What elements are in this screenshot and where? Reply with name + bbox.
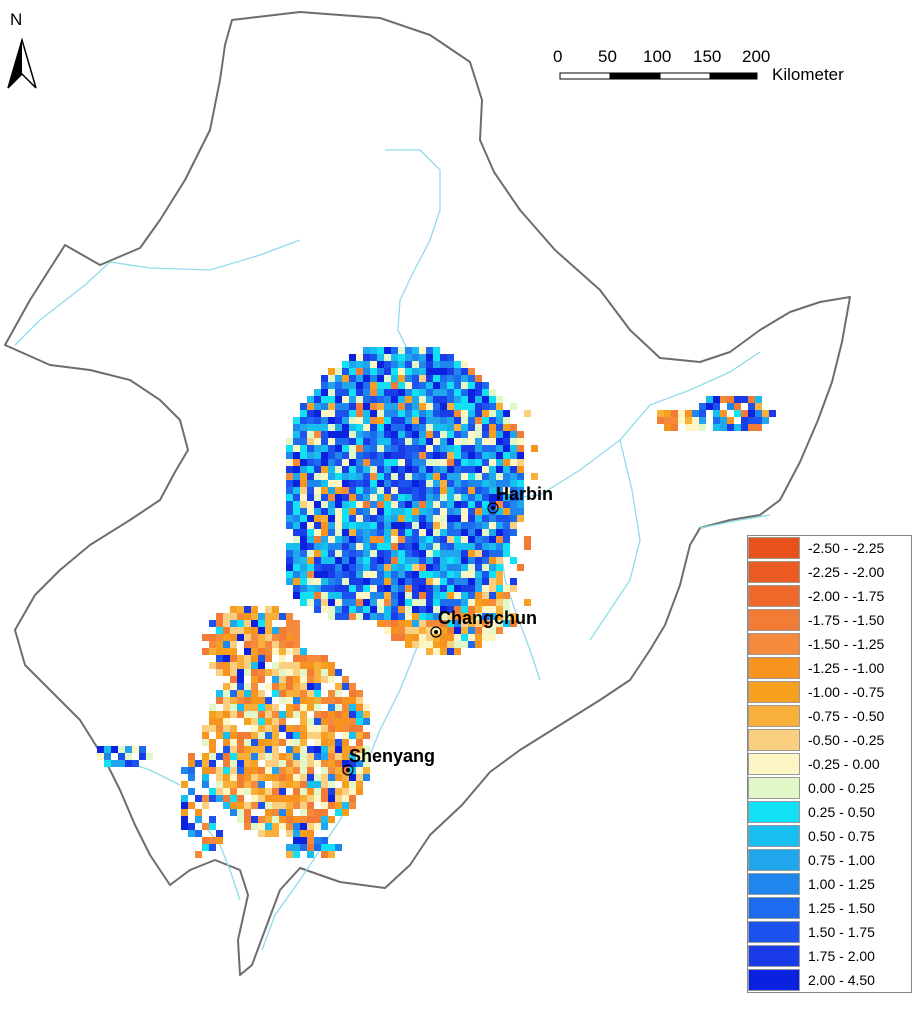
legend-swatch <box>748 777 800 799</box>
legend-item: 1.75 - 2.00 <box>748 944 911 968</box>
north-arrow: N <box>7 10 37 89</box>
legend-label: 1.00 - 1.25 <box>808 876 875 892</box>
legend-label: -2.00 - -1.75 <box>808 588 885 604</box>
legend-item: -2.50 - -2.25 <box>748 536 911 560</box>
legend-item: 0.25 - 0.50 <box>748 800 911 824</box>
legend-label: 2.00 - 4.50 <box>808 972 875 988</box>
legend-swatch <box>748 801 800 823</box>
legend-item: -0.75 - -0.50 <box>748 704 911 728</box>
legend-swatch <box>748 873 800 895</box>
legend-swatch <box>748 753 800 775</box>
legend-swatch <box>748 537 800 559</box>
legend-label: 1.75 - 2.00 <box>808 948 875 964</box>
legend-swatch <box>748 681 800 703</box>
legend-label: -2.25 - -2.00 <box>808 564 885 580</box>
legend-label: 1.25 - 1.50 <box>808 900 875 916</box>
legend-label: 0.50 - 0.75 <box>808 828 875 844</box>
legend-label: 0.75 - 1.00 <box>808 852 875 868</box>
legend-label: 0.00 - 0.25 <box>808 780 875 796</box>
scale-tick-150: 150 <box>693 47 721 66</box>
legend-label: 0.25 - 0.50 <box>808 804 875 820</box>
legend-swatch <box>748 705 800 727</box>
legend-swatch <box>748 921 800 943</box>
legend-swatch <box>748 969 800 991</box>
legend: -2.50 - -2.25 -2.25 - -2.00 -2.00 - -1.75 -… <box>747 535 912 993</box>
legend-item: 0.00 - 0.25 <box>748 776 911 800</box>
legend-swatch <box>748 849 800 871</box>
legend-swatch <box>748 561 800 583</box>
legend-label: 1.50 - 1.75 <box>808 924 875 940</box>
legend-label: -1.25 - -1.00 <box>808 660 885 676</box>
legend-label: -0.50 - -0.25 <box>808 732 885 748</box>
scale-tick-200: 200 <box>742 47 770 66</box>
legend-label: -1.50 - -1.25 <box>808 636 885 652</box>
legend-item: -2.00 - -1.75 <box>748 584 911 608</box>
legend-item: -2.25 - -2.00 <box>748 560 911 584</box>
legend-item: -0.25 - 0.00 <box>748 752 911 776</box>
legend-swatch <box>748 585 800 607</box>
legend-swatch <box>748 657 800 679</box>
scale-bar: 0 50 100 150 200 Kilometer <box>553 47 844 84</box>
city-label-harbin: Harbin <box>496 484 553 504</box>
legend-item: -1.75 - -1.50 <box>748 608 911 632</box>
scale-tick-0: 0 <box>553 47 562 66</box>
legend-item: 0.50 - 0.75 <box>748 824 911 848</box>
legend-label: -0.75 - -0.50 <box>808 708 885 724</box>
legend-item: -0.50 - -0.25 <box>748 728 911 752</box>
north-arrow-label: N <box>10 10 22 29</box>
legend-swatch <box>748 945 800 967</box>
legend-label: -1.75 - -1.50 <box>808 612 885 628</box>
scale-tick-100: 100 <box>643 47 671 66</box>
legend-item: -1.25 - -1.00 <box>748 656 911 680</box>
legend-item: 2.00 - 4.50 <box>748 968 911 992</box>
legend-swatch <box>748 609 800 631</box>
city-shenyang: Shenyang <box>342 746 435 776</box>
legend-item: 0.75 - 1.00 <box>748 848 911 872</box>
legend-item: 1.50 - 1.75 <box>748 920 911 944</box>
legend-label: -1.00 - -0.75 <box>808 684 885 700</box>
legend-swatch <box>748 825 800 847</box>
raster-layer <box>97 347 776 858</box>
legend-item: 1.25 - 1.50 <box>748 896 911 920</box>
scale-tick-50: 50 <box>598 47 617 66</box>
legend-label: -2.50 - -2.25 <box>808 540 885 556</box>
legend-swatch <box>748 633 800 655</box>
legend-swatch <box>748 897 800 919</box>
city-label-shenyang: Shenyang <box>349 746 435 766</box>
city-harbin: Harbin <box>487 484 553 514</box>
legend-item: 1.00 - 1.25 <box>748 872 911 896</box>
city-changchun: Changchun <box>430 608 537 638</box>
legend-item: -1.00 - -0.75 <box>748 680 911 704</box>
legend-label: -0.25 - 0.00 <box>808 756 880 772</box>
scale-unit-label: Kilometer <box>772 65 844 84</box>
city-label-changchun: Changchun <box>438 608 537 628</box>
legend-item: -1.50 - -1.25 <box>748 632 911 656</box>
legend-swatch <box>748 729 800 751</box>
